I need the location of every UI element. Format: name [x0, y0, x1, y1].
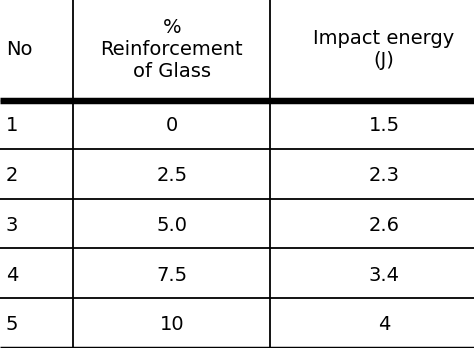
Text: 5.0: 5.0	[156, 216, 187, 235]
Text: 10: 10	[160, 315, 184, 334]
Text: 1: 1	[6, 116, 18, 135]
Text: 3.4: 3.4	[368, 266, 400, 285]
Text: 4: 4	[378, 315, 390, 334]
Text: 1.5: 1.5	[368, 116, 400, 135]
Text: 5: 5	[6, 315, 18, 334]
Text: 3: 3	[6, 216, 18, 235]
Text: 2.5: 2.5	[156, 166, 187, 185]
Text: 0: 0	[166, 116, 178, 135]
Text: No: No	[6, 40, 32, 59]
Text: 7.5: 7.5	[156, 266, 187, 285]
Text: 2: 2	[6, 166, 18, 185]
Text: Impact energy
(J): Impact energy (J)	[313, 29, 455, 70]
Text: %
Reinforcement
of Glass: % Reinforcement of Glass	[100, 18, 243, 81]
Text: 2.3: 2.3	[368, 166, 400, 185]
Text: 2.6: 2.6	[368, 216, 400, 235]
Text: 4: 4	[6, 266, 18, 285]
